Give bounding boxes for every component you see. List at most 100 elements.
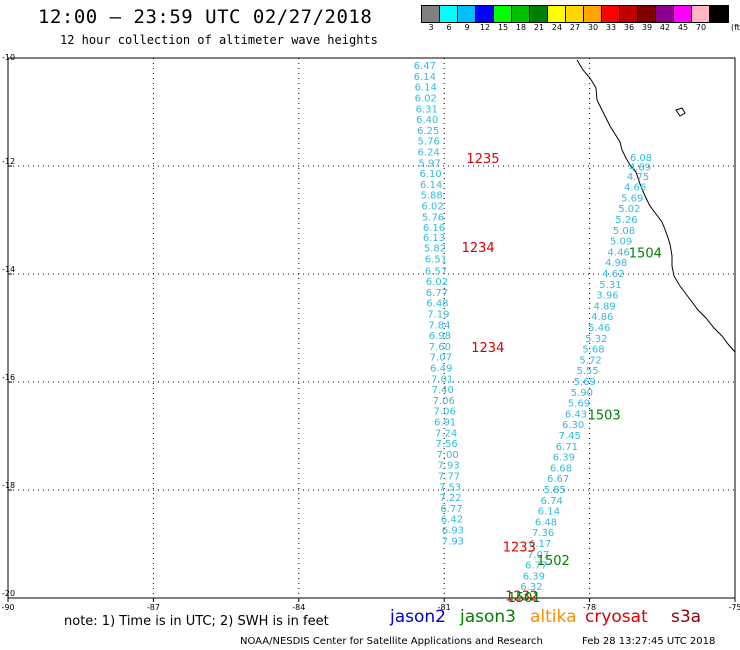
color-scale-unit: (ft) <box>731 23 740 32</box>
wave-height-value: 7.36 <box>532 528 554 539</box>
latitude-tick-label: -12 <box>2 157 15 166</box>
track-jason3: 6.084.694.754.665.695.025.265.085.094.46… <box>520 153 652 593</box>
footer-timestamp: Feb 28 13:27:45 UTC 2018 <box>582 636 716 647</box>
footer-credit: NOAA/NESDIS Center for Satellite Applica… <box>240 636 543 647</box>
color-scale-swatch <box>494 6 512 22</box>
wave-height-value: 5.85 <box>544 485 566 496</box>
pass-time-label: 1501 <box>508 591 541 606</box>
wave-height-value: 6.10 <box>419 169 441 180</box>
wave-height-value: 6.31 <box>416 104 438 115</box>
wave-height-value: 6.57 <box>425 266 447 277</box>
map-frame <box>7 57 736 599</box>
wave-height-value: 6.77 <box>426 288 448 299</box>
wave-height-value: 6.32 <box>520 582 542 593</box>
longitude-tick-label: -90 <box>1 603 14 612</box>
legend-cryosat: cryosat <box>585 607 648 627</box>
wave-height-value: 5.69 <box>568 399 590 410</box>
wave-height-value: 5.08 <box>613 226 635 237</box>
color-scale-label: 70 <box>695 23 707 32</box>
color-scale-label: 3 <box>428 23 434 32</box>
wave-height-value: 4.62 <box>602 269 624 280</box>
wave-height-value: 7.56 <box>435 439 457 450</box>
color-scale-swatch <box>512 6 530 22</box>
wave-height-value: 6.91 <box>434 418 456 429</box>
wave-height-value: 6.47 <box>414 61 436 72</box>
wave-height-value: 6.51 <box>425 254 447 265</box>
color-scale-label: 9 <box>464 23 470 32</box>
track-jason3: 6.476.146.146.026.316.406.255.766.245.97… <box>414 61 464 547</box>
wave-height-value: 7.93 <box>442 536 464 547</box>
wave-height-value: 3.96 <box>596 291 618 302</box>
wave-height-value: 6.24 <box>418 148 440 159</box>
wave-height-value: 7.84 <box>428 320 450 331</box>
wave-height-value: 6.39 <box>553 453 575 464</box>
wave-height-value: 6.48 <box>426 299 448 310</box>
wave-height-value: 7.00 <box>436 450 458 461</box>
wave-height-value: 6.14 <box>414 72 436 83</box>
color-scale-label: 24 <box>551 23 563 32</box>
legend-jason2: jason2 <box>390 607 446 627</box>
wave-height-value: 7.53 <box>439 482 461 493</box>
latitude-tick-label: -10 <box>2 53 15 62</box>
color-scale-label: 18 <box>515 23 527 32</box>
pass-time-label: 1234 <box>471 341 504 356</box>
wave-height-value: 6.16 <box>423 223 445 234</box>
peru-coastline <box>576 59 736 353</box>
legend-altika: altika <box>530 607 577 627</box>
wave-height-value: 7.19 <box>427 310 449 321</box>
wave-height-value: 7.06 <box>433 396 455 407</box>
wave-height-value: 7.45 <box>559 431 581 442</box>
map-subtitle: 12 hour collection of altimeter wave hei… <box>60 33 378 47</box>
color-scale-label: 21 <box>533 23 545 32</box>
longitude-tick-label: -87 <box>147 603 160 612</box>
latitude-tick-label: -14 <box>2 265 15 274</box>
wave-height-value: 6.13 <box>423 233 445 244</box>
wave-height-value: 6.02 <box>426 277 448 288</box>
pass-time-label: 1504 <box>629 246 662 261</box>
wave-height-value: 6.02 <box>415 94 437 105</box>
color-scale-swatch <box>440 6 458 22</box>
color-scale-swatch <box>476 6 494 22</box>
legend-s3a: s3a <box>671 607 702 627</box>
wave-height-value: 6.49 <box>430 364 452 375</box>
wave-height-value: 7.01 <box>431 374 453 385</box>
wave-height-value: 5.97 <box>419 158 441 169</box>
wave-height-value: 5.09 <box>610 237 632 248</box>
wave-height-value: 7.93 <box>437 461 459 472</box>
pass-time-label: 1502 <box>537 554 570 569</box>
wave-height-value: 6.08 <box>630 153 652 164</box>
color-scale-swatch <box>566 6 584 22</box>
color-scale-swatch <box>638 6 656 22</box>
color-scale-swatch <box>620 6 638 22</box>
pass-time-label: 1233 <box>503 541 536 556</box>
wave-height-value: 5.69 <box>574 377 596 388</box>
wave-height-value: 4.89 <box>593 301 615 312</box>
wave-height-value: 6.77 <box>440 504 462 515</box>
wave-height-value: 7.77 <box>438 472 460 483</box>
wave-height-value: 7.07 <box>430 353 452 364</box>
longitude-tick-label: -84 <box>292 603 305 612</box>
wave-height-value: 7.40 <box>432 385 454 396</box>
pass-time-label: 1235 <box>466 152 499 167</box>
color-scale-label: 45 <box>677 23 689 32</box>
wave-height-value: 5.31 <box>599 280 621 291</box>
longitude-tick-label: -75 <box>728 603 740 612</box>
wave-height-value: 5.69 <box>621 193 643 204</box>
pass-time-labels: 1235 1234 1234 1233 1232 1504 1503 1502 1501 <box>462 152 662 606</box>
wave-height-value: 6.30 <box>562 420 584 431</box>
color-scale-swatch <box>674 6 692 22</box>
wave-height-value: 7.06 <box>434 407 456 418</box>
wave-height-value: 6.14 <box>538 507 560 518</box>
wave-height-value: 6.74 <box>541 496 563 507</box>
wave-height-value: 6.40 <box>416 115 438 126</box>
color-scale-label: 39 <box>641 23 653 32</box>
latitude-tick-label: -18 <box>2 481 15 490</box>
legend-jason3: jason3 <box>460 607 516 627</box>
color-scale-label: 36 <box>623 23 635 32</box>
wave-height-value: 5.72 <box>579 355 601 366</box>
map-title: 12:00 — 23:59 UTC 02/27/2018 <box>38 6 373 28</box>
wave-height-value: 6.14 <box>420 180 442 191</box>
wave-height-value: 5.82 <box>424 244 446 255</box>
wave-height-value: 5.02 <box>618 204 640 215</box>
color-scale-label: 27 <box>569 23 581 32</box>
